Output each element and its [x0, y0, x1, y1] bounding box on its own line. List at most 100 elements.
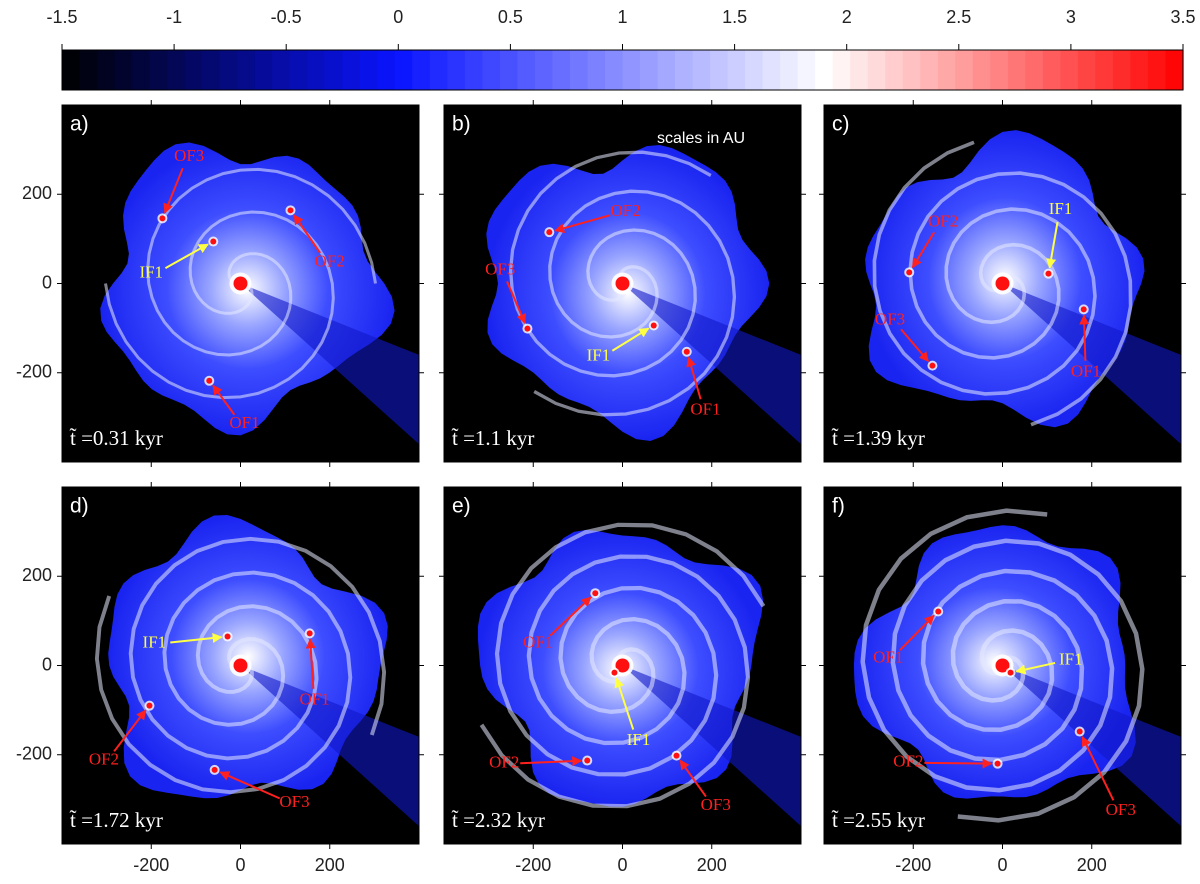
colorbar-tick-label: 3.5: [1170, 7, 1195, 27]
clump: [650, 322, 657, 329]
colorbar-segment: [569, 50, 589, 90]
annotation-arrow: [520, 756, 583, 767]
annotation-arrow: [554, 214, 611, 234]
clump: [929, 362, 936, 369]
annotation-label: OF3: [485, 259, 515, 278]
colorbar-tick-label: -1: [166, 7, 182, 27]
y-tick-label: -200: [16, 362, 52, 382]
clump: [210, 238, 217, 245]
clump: [592, 590, 599, 597]
annotation-label: OF1: [873, 647, 903, 666]
x-tick-label: -200: [133, 855, 169, 875]
colorbar-segment: [745, 50, 764, 90]
annotation-arrow: [1046, 221, 1059, 269]
colorbar-tick-label: 3: [1066, 7, 1076, 27]
annotation-arrow: [293, 214, 321, 254]
colorbar-segment: [79, 50, 98, 90]
clump: [906, 269, 913, 276]
annotation-label: OF1: [299, 690, 329, 709]
panel-label: a): [70, 113, 89, 136]
colorbar-segment: [289, 50, 308, 90]
panel-label: b): [452, 113, 471, 136]
colorbar-segment: [132, 50, 151, 90]
panel-image: IF1 OF1 OF2 OF3 d) t̃ =1.72 kyr: [62, 487, 419, 844]
annotation-arrow: [1079, 314, 1090, 361]
colorbar-segment: [447, 50, 466, 90]
outflow: [240, 665, 419, 827]
colorbar-tick-label: 2.5: [946, 7, 971, 27]
clump: [159, 215, 166, 222]
colorbar-segment: [972, 50, 991, 90]
colorbar-segment: [762, 50, 781, 90]
spiral-arm: [146, 167, 377, 357]
annotation-arrow: [212, 384, 236, 416]
clump: [1045, 270, 1052, 277]
annotation-arrow: [1015, 661, 1056, 675]
panel: OF1 IF1 OF3 OF2 f) t̃ =2.55 kyr -200 0 200: [819, 482, 1186, 875]
annotation-label: OF3: [875, 309, 905, 328]
annotation-arrow: [611, 327, 650, 352]
colorbar-segment: [377, 50, 396, 90]
annotation-label: IF1: [587, 346, 611, 365]
colorbar-segment: [167, 50, 186, 90]
time-label: t̃ =1.1 kyr: [451, 426, 534, 450]
annotation-arrow: [899, 614, 935, 651]
outflow: [1002, 283, 1181, 445]
colorbar-segment: [517, 50, 536, 90]
panel-image: OF2 OF3 IF1 OF1 b) t̃ =1.1 kyr scales in AU: [444, 105, 801, 462]
colorbar-segment: [394, 50, 413, 90]
clump: [146, 702, 153, 709]
time-label: t̃ =0.31 kyr: [69, 426, 162, 450]
annotation-arrow: [506, 281, 526, 325]
x-tick-label: -200: [895, 855, 931, 875]
colorbar-tick-label: 1.5: [722, 7, 747, 27]
clump: [206, 377, 213, 384]
y-tick-label: 200: [22, 565, 52, 585]
colorbar-segment: [1025, 50, 1044, 90]
colorbar-segment: [1130, 50, 1149, 90]
annotation-label: OF1: [229, 413, 259, 432]
clump: [306, 630, 313, 637]
x-tick-label: 200: [697, 855, 727, 875]
colorbar-segment: [675, 50, 694, 90]
colorbar-segment: [237, 50, 256, 90]
annotation-label: IF1: [143, 633, 167, 652]
colorbar-segment: [62, 50, 81, 90]
panel-image: OF3 OF2 IF1 OF1 a) t̃ =0.31 kyr: [62, 105, 419, 462]
colorbar-segment: [482, 50, 501, 90]
clump: [211, 766, 218, 773]
colorbar-segment: [587, 50, 606, 90]
annotation-arrow: [900, 328, 930, 362]
panel-image: OF2 IF1 OF1 OF3 c) t̃ =1.39 kyr: [824, 105, 1181, 462]
annotation-label: IF1: [627, 730, 651, 749]
central-star: [233, 658, 248, 673]
clump: [683, 348, 690, 355]
colorbar-segment: [324, 50, 343, 90]
colorbar-segment: [202, 50, 221, 90]
y-tick-label: 0: [42, 272, 52, 292]
colorbar-segment: [1077, 50, 1097, 90]
annotation-arrow: [679, 759, 707, 798]
colorbar-segment: [657, 50, 676, 90]
annotation-label: OF2: [611, 201, 641, 220]
panel-label: d): [70, 495, 89, 518]
outflow: [240, 283, 419, 445]
colorbar-segment: [534, 50, 554, 90]
x-tick-label: 0: [235, 855, 245, 875]
colorbar-segment: [797, 50, 816, 90]
colorbar-segment: [640, 50, 659, 90]
colorbar-segment: [97, 50, 116, 90]
central-star: [995, 276, 1010, 291]
colorbar-segment: [955, 50, 974, 90]
annotation-label: OF3: [701, 795, 731, 814]
annotation-label: OF3: [1106, 800, 1136, 819]
annotation-arrow: [549, 596, 592, 637]
colorbar-segment: [1060, 50, 1079, 90]
clump: [935, 608, 942, 615]
clump: [611, 669, 618, 676]
clump: [673, 752, 680, 759]
panel-label: c): [832, 113, 850, 136]
central-star: [995, 658, 1010, 673]
colorbar-segment: [254, 50, 273, 90]
